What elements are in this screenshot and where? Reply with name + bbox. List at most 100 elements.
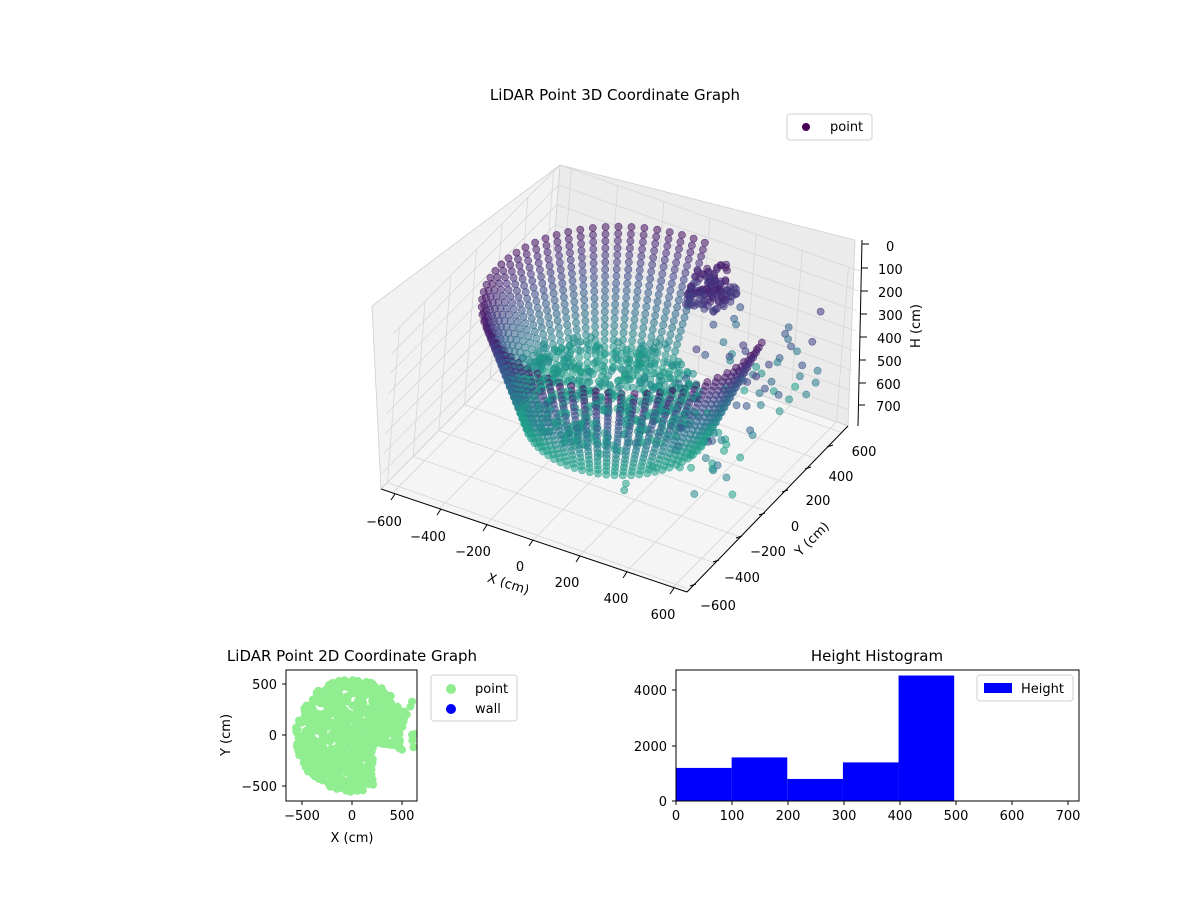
- scatter-point-3d: [611, 293, 620, 302]
- scatter-point-3d: [676, 463, 684, 472]
- scatter-point-3d: [518, 275, 527, 283]
- scatter-point-3d: [700, 238, 709, 247]
- scatter-point-3d: [590, 301, 599, 310]
- scatter-point-3d: [583, 351, 592, 360]
- scatter-point-3d: [639, 231, 648, 239]
- scatter-point-3d: [590, 294, 599, 303]
- scatter-point-3d: [674, 296, 683, 305]
- scatter-point-3d: [624, 265, 633, 274]
- scatter-point-3d: [627, 471, 635, 480]
- scatter-point-3d: [545, 262, 554, 270]
- scatter-point-3d: [572, 325, 581, 334]
- scatter-point-3d: [808, 337, 817, 346]
- scatter-point-2d: [408, 697, 417, 706]
- scatter-point-3d: [555, 258, 564, 267]
- scatter-point-3d: [591, 322, 599, 331]
- scatter-point-3d: [568, 369, 577, 378]
- scatter-point-3d: [636, 259, 645, 268]
- scatter-point-3d: [719, 338, 728, 346]
- scatter-point-3d: [629, 322, 638, 331]
- scatter-point-3d: [638, 330, 647, 339]
- legend-hist-box: [976, 674, 1074, 702]
- scatter-point-3d: [564, 235, 573, 243]
- scatter-point-3d: [720, 446, 728, 455]
- scatter-point-2d: [320, 762, 329, 771]
- scatter-point-3d: [590, 273, 598, 282]
- scatter-point-3d: [572, 318, 580, 327]
- scatter-point-3d: [617, 357, 626, 366]
- scatter-point-3d: [661, 351, 670, 359]
- scatter-point-3d: [793, 347, 801, 356]
- scatter-point-3d: [690, 490, 699, 498]
- scatter-point-3d: [614, 229, 623, 238]
- scatter-point-3d: [635, 273, 643, 282]
- scatter-point-2d: [393, 720, 402, 729]
- grid-line: [789, 250, 803, 406]
- scatter-point-3d: [613, 243, 622, 252]
- scatter-point-3d: [600, 314, 609, 323]
- scatter-point-3d: [589, 252, 598, 261]
- scatter-point-3d: [736, 453, 745, 462]
- scatter-point-3d: [532, 334, 541, 343]
- scatter-point-3d: [543, 306, 551, 315]
- scatter-point-3d: [602, 470, 611, 479]
- scatter-point-2d: [355, 722, 364, 731]
- legend-3d-box: [786, 113, 873, 141]
- scatter-point-3d: [632, 301, 640, 310]
- scatter-point-3d: [529, 321, 538, 330]
- scatter-point-2d: [322, 696, 331, 705]
- scatter-point-3d: [524, 256, 532, 265]
- scatter-point-3d: [610, 321, 619, 330]
- y-tick-label: −600: [700, 599, 736, 614]
- scatter-point-3d: [709, 307, 718, 316]
- scatter-point-3d: [506, 260, 515, 269]
- scatter-point-3d: [567, 262, 576, 271]
- scatter-point-2d: [330, 733, 339, 742]
- scatter-point-3d: [528, 276, 537, 285]
- scatter-point-3d: [620, 314, 629, 323]
- scatter-point-3d: [676, 238, 685, 246]
- scatter-point-3d: [671, 310, 680, 318]
- y-tick-label: −400: [724, 571, 760, 586]
- histogram-bar: [842, 762, 899, 801]
- x-axis-label-2d: X (cm): [331, 831, 374, 846]
- grid-line: [549, 303, 850, 411]
- x-tick-label: −400: [410, 530, 446, 545]
- scatter-point-3d: [622, 293, 631, 302]
- scatter-point-3d: [517, 268, 525, 277]
- scatter-point-3d: [676, 289, 685, 298]
- scatter-point-3d: [576, 346, 585, 355]
- scatter-point-2d: [367, 691, 376, 700]
- scatter-point-3d: [673, 303, 681, 312]
- scatter-point-2d: [320, 746, 329, 755]
- scatter-point-3d: [544, 451, 553, 460]
- x-tick-label: −200: [455, 545, 491, 560]
- scatter-point-3d: [574, 339, 582, 348]
- scatter-point-3d: [658, 465, 667, 474]
- scatter-point-2d: [377, 695, 386, 704]
- scatter-point-3d: [657, 276, 666, 285]
- scatter-point-3d: [728, 490, 737, 499]
- scatter-point-2d: [353, 709, 362, 718]
- scatter-point-3d: [578, 260, 587, 269]
- scatter-point-3d: [813, 366, 822, 375]
- scatter-point-3d: [791, 382, 800, 391]
- scatter-point-3d: [560, 300, 569, 309]
- legend-label-height: Height: [1021, 682, 1064, 697]
- scatter-point-3d: [578, 267, 587, 276]
- scatter-point-3d: [653, 297, 662, 306]
- y-ticks-2d: 500 0 −500: [241, 678, 286, 795]
- y-tick-label-2d: 0: [269, 729, 277, 744]
- scatter-point-3d: [601, 293, 609, 302]
- scatter-point-3d: [676, 326, 685, 335]
- scatter-point-3d: [627, 223, 636, 231]
- scatter-point-3d: [547, 275, 556, 284]
- scatter-point-3d: [692, 345, 701, 354]
- y-tick-label: −200: [750, 545, 786, 560]
- scatter-point-3d: [732, 401, 741, 410]
- scatter-point-3d: [521, 243, 530, 252]
- scatter-point-3d: [558, 279, 567, 288]
- scatter-point-3d: [577, 246, 586, 255]
- scatter-point-2d: [324, 705, 333, 714]
- point-cloud-2d: [292, 676, 417, 796]
